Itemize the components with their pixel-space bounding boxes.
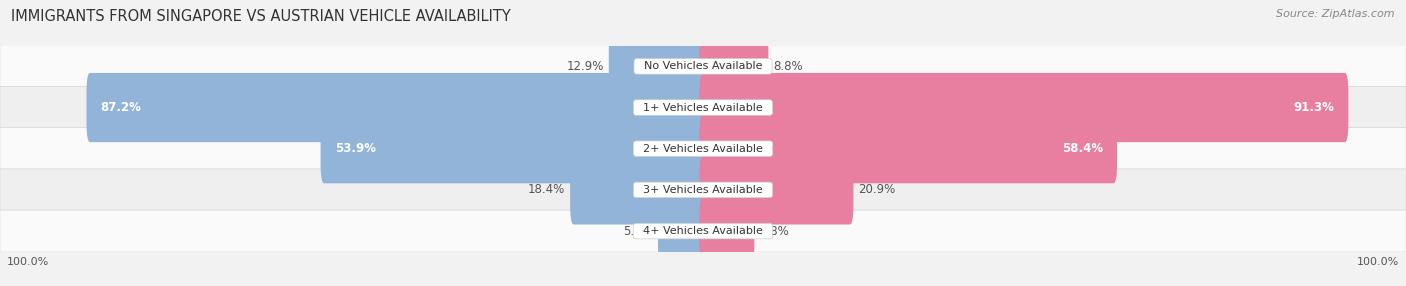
Text: 12.9%: 12.9%: [567, 60, 605, 73]
FancyBboxPatch shape: [700, 73, 1348, 142]
Text: 6.8%: 6.8%: [759, 225, 789, 238]
FancyBboxPatch shape: [321, 114, 707, 183]
Text: 3+ Vehicles Available: 3+ Vehicles Available: [636, 185, 770, 195]
FancyBboxPatch shape: [700, 196, 754, 266]
Text: 58.4%: 58.4%: [1062, 142, 1104, 155]
Text: 4+ Vehicles Available: 4+ Vehicles Available: [636, 226, 770, 236]
FancyBboxPatch shape: [0, 210, 1406, 252]
Text: 53.9%: 53.9%: [335, 142, 375, 155]
FancyBboxPatch shape: [0, 128, 1406, 170]
FancyBboxPatch shape: [0, 169, 1406, 211]
Text: 1+ Vehicles Available: 1+ Vehicles Available: [636, 103, 770, 112]
Text: 2+ Vehicles Available: 2+ Vehicles Available: [636, 144, 770, 154]
Text: 20.9%: 20.9%: [858, 183, 896, 196]
FancyBboxPatch shape: [0, 87, 1406, 128]
Text: 18.4%: 18.4%: [529, 183, 565, 196]
Text: No Vehicles Available: No Vehicles Available: [637, 61, 769, 71]
FancyBboxPatch shape: [700, 155, 853, 225]
Text: Source: ZipAtlas.com: Source: ZipAtlas.com: [1277, 9, 1395, 19]
FancyBboxPatch shape: [700, 114, 1118, 183]
FancyBboxPatch shape: [86, 73, 707, 142]
Text: IMMIGRANTS FROM SINGAPORE VS AUSTRIAN VEHICLE AVAILABILITY: IMMIGRANTS FROM SINGAPORE VS AUSTRIAN VE…: [11, 9, 510, 23]
Text: 100.0%: 100.0%: [1357, 257, 1399, 267]
FancyBboxPatch shape: [571, 155, 707, 225]
FancyBboxPatch shape: [609, 32, 707, 101]
Text: 87.2%: 87.2%: [101, 101, 142, 114]
FancyBboxPatch shape: [0, 45, 1406, 87]
Text: 5.9%: 5.9%: [623, 225, 652, 238]
FancyBboxPatch shape: [700, 32, 768, 101]
FancyBboxPatch shape: [658, 196, 707, 266]
Text: 100.0%: 100.0%: [7, 257, 49, 267]
Text: 91.3%: 91.3%: [1294, 101, 1334, 114]
Text: 8.8%: 8.8%: [773, 60, 803, 73]
